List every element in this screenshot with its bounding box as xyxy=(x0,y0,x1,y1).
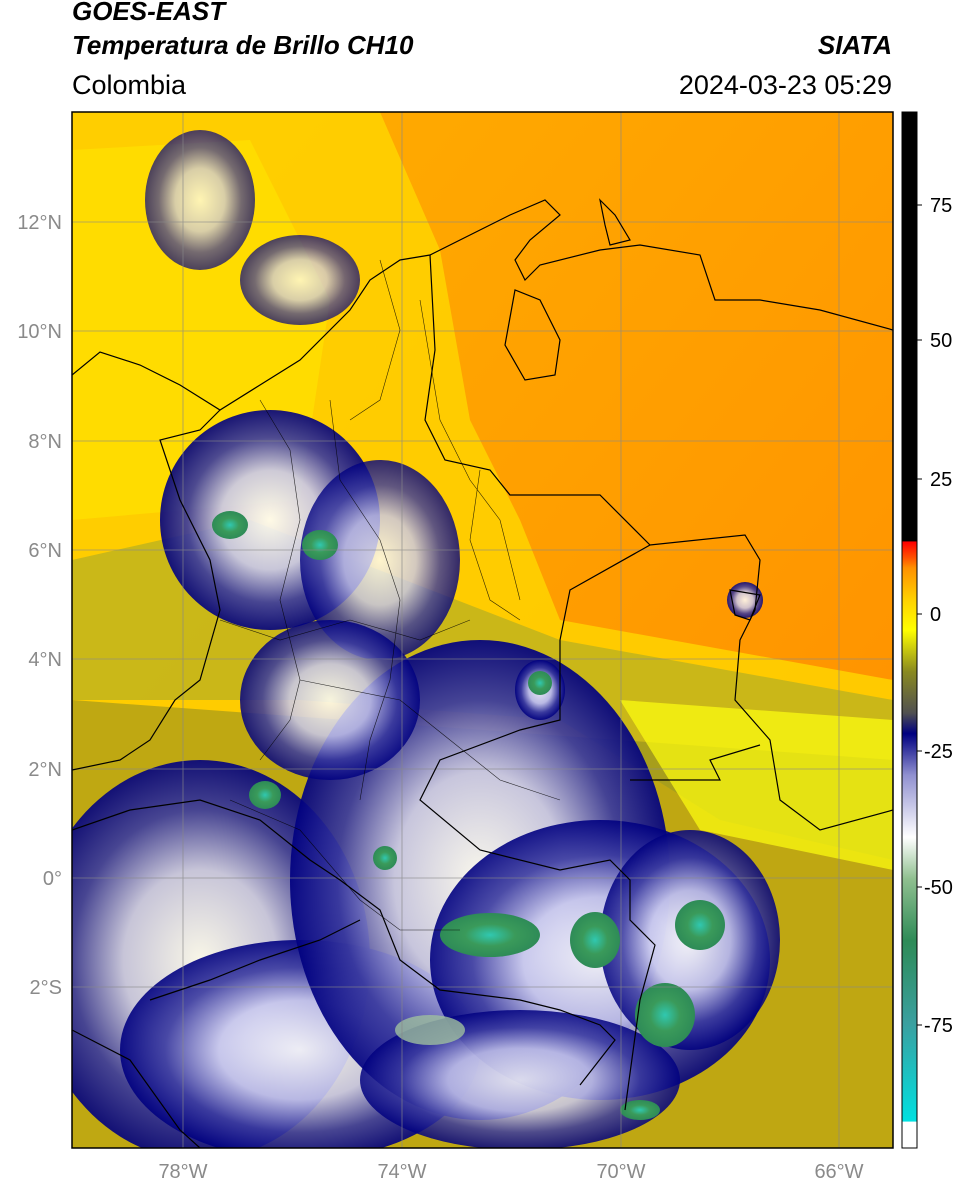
region-label: Colombia xyxy=(72,70,187,100)
lat-label-6N: 6°N xyxy=(28,540,62,562)
map-frame xyxy=(71,111,894,1149)
colorbar-ramp xyxy=(901,111,918,1149)
lat-label-12N: 12°N xyxy=(17,212,62,234)
lat-label-10N: 10°N xyxy=(17,321,62,343)
colorbar-tick-75: 75 xyxy=(930,195,952,217)
lat-axis: 12°N 10°N 8°N 6°N 4°N 2°N 0° 2°S xyxy=(17,212,62,999)
colorbar-tick-25: 25 xyxy=(930,469,952,491)
colorbar-tick-50: 50 xyxy=(930,330,952,352)
colorbar-tick-0: 0 xyxy=(930,604,941,626)
lat-label-2N: 2°N xyxy=(28,759,62,781)
graticule xyxy=(72,112,893,1148)
satellite-title: GOES-EAST xyxy=(72,0,226,26)
product-title: Temperatura de Brillo CH10 xyxy=(72,30,414,60)
lat-label-0: 0° xyxy=(43,868,62,890)
lon-label-78W: 78°W xyxy=(158,1161,207,1183)
lon-label-66W: 66°W xyxy=(814,1161,863,1183)
agency-label: SIATA xyxy=(817,30,892,60)
lon-axis: 78°W 74°W 70°W 66°W xyxy=(158,1161,863,1183)
colorbar-tick-minus50: -50 xyxy=(924,877,953,899)
lat-label-8N: 8°N xyxy=(28,431,62,453)
colorbar-tick-minus25: -25 xyxy=(924,741,953,763)
colorbar: 75 50 25 0 -25 -50 -75 xyxy=(901,111,953,1149)
lon-label-70W: 70°W xyxy=(596,1161,645,1183)
lat-label-4N: 4°N xyxy=(28,649,62,671)
departments xyxy=(219,259,561,931)
lat-label-2S: 2°S xyxy=(30,977,62,999)
borders xyxy=(72,198,893,1148)
imagery-layer xyxy=(72,112,893,1148)
lon-label-74W: 74°W xyxy=(377,1161,426,1183)
colorbar-tick-minus75: -75 xyxy=(924,1015,953,1037)
datetime-label: 2024-03-23 05:29 xyxy=(678,70,892,100)
